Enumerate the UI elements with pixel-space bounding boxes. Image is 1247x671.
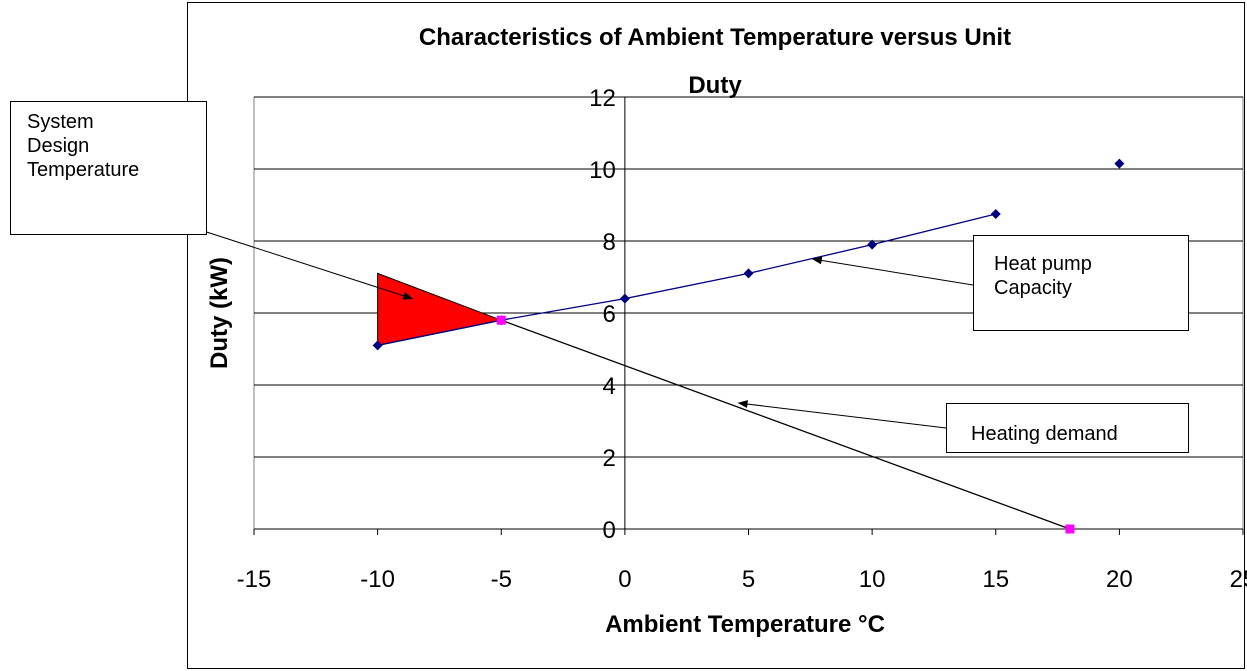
y-tick-label-8: 8 [603, 229, 616, 256]
x-tick-label--10: -10 [360, 566, 395, 593]
series-1-point [990, 209, 1001, 219]
callout-system-design-temperature-line: System [27, 111, 94, 133]
y-tick-label-12: 12 [589, 85, 616, 112]
callout-system-design-temperature-line: Design [27, 135, 90, 157]
annotation-arrow-3 [737, 400, 947, 429]
series-2-point [496, 315, 506, 325]
callout-heating-demand-line: Heating demand [971, 423, 1118, 445]
annotation-arrow-1 [184, 224, 414, 300]
callout-heat-pump-capacity-line: Heat pump [994, 253, 1092, 275]
y-tick-label-2: 2 [603, 445, 616, 472]
series-1-line [377, 213, 996, 347]
x-tick-label--15: -15 [237, 566, 272, 593]
x-tick-label-15: 15 [982, 566, 1009, 593]
annotation-arrow-2 [811, 256, 974, 286]
series-2-point [1065, 524, 1075, 534]
callout-heat-pump-capacity-line: Capacity [994, 277, 1072, 299]
y-tick-label-4: 4 [603, 373, 616, 400]
x-tick-label--5: -5 [491, 566, 512, 593]
y-tick-label-0: 0 [603, 517, 616, 544]
series-1-point [372, 340, 383, 351]
callout-system-design-temperature: System Design Temperature [10, 101, 207, 235]
chart-title-line-1: Characteristics of Ambient Temperature v… [419, 24, 1011, 51]
callout-system-design-temperature-line: Temperature [27, 159, 140, 181]
y-axis-label: Duty (kW) [206, 257, 233, 369]
x-tick-label-5: 5 [742, 566, 755, 593]
y-tick-label-10: 10 [589, 157, 616, 184]
series-1-point [619, 293, 630, 304]
chart-title-line-2: Duty [688, 72, 742, 99]
series-2-line [501, 319, 1071, 530]
callout-heat-pump-capacity: Heat pump Capacity [973, 235, 1189, 331]
y-tick-label-6: 6 [603, 301, 616, 328]
x-tick-label-25: 25 [1230, 566, 1247, 593]
x-tick-label-10: 10 [859, 566, 886, 593]
x-tick-label-20: 20 [1106, 566, 1133, 593]
callout-heating-demand: Heating demand [946, 403, 1189, 453]
series-1-point [867, 239, 878, 250]
series-1-point [743, 268, 754, 279]
x-tick-label-0: 0 [618, 566, 631, 593]
x-axis-label: Ambient Temperature °C [605, 611, 885, 638]
series-1-point [1114, 158, 1125, 169]
